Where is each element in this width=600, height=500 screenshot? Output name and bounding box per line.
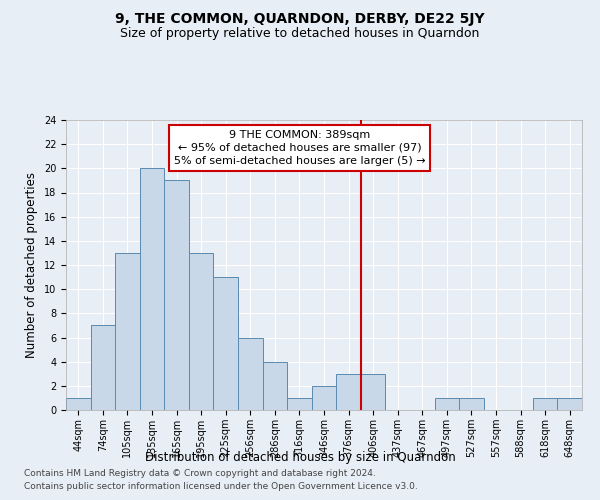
- Text: 9 THE COMMON: 389sqm
← 95% of detached houses are smaller (97)
5% of semi-detach: 9 THE COMMON: 389sqm ← 95% of detached h…: [173, 130, 425, 166]
- Bar: [238, 338, 263, 410]
- Bar: [557, 398, 582, 410]
- Text: Size of property relative to detached houses in Quarndon: Size of property relative to detached ho…: [121, 28, 479, 40]
- Text: Distribution of detached houses by size in Quarndon: Distribution of detached houses by size …: [145, 451, 455, 464]
- Bar: [115, 253, 140, 410]
- Bar: [189, 253, 214, 410]
- Bar: [287, 398, 312, 410]
- Text: Contains public sector information licensed under the Open Government Licence v3: Contains public sector information licen…: [24, 482, 418, 491]
- Bar: [164, 180, 189, 410]
- Bar: [533, 398, 557, 410]
- Bar: [312, 386, 336, 410]
- Bar: [91, 326, 115, 410]
- Text: Contains HM Land Registry data © Crown copyright and database right 2024.: Contains HM Land Registry data © Crown c…: [24, 468, 376, 477]
- Bar: [263, 362, 287, 410]
- Bar: [434, 398, 459, 410]
- Bar: [361, 374, 385, 410]
- Bar: [140, 168, 164, 410]
- Bar: [336, 374, 361, 410]
- Bar: [214, 277, 238, 410]
- Y-axis label: Number of detached properties: Number of detached properties: [25, 172, 38, 358]
- Bar: [66, 398, 91, 410]
- Bar: [459, 398, 484, 410]
- Text: 9, THE COMMON, QUARNDON, DERBY, DE22 5JY: 9, THE COMMON, QUARNDON, DERBY, DE22 5JY: [115, 12, 485, 26]
